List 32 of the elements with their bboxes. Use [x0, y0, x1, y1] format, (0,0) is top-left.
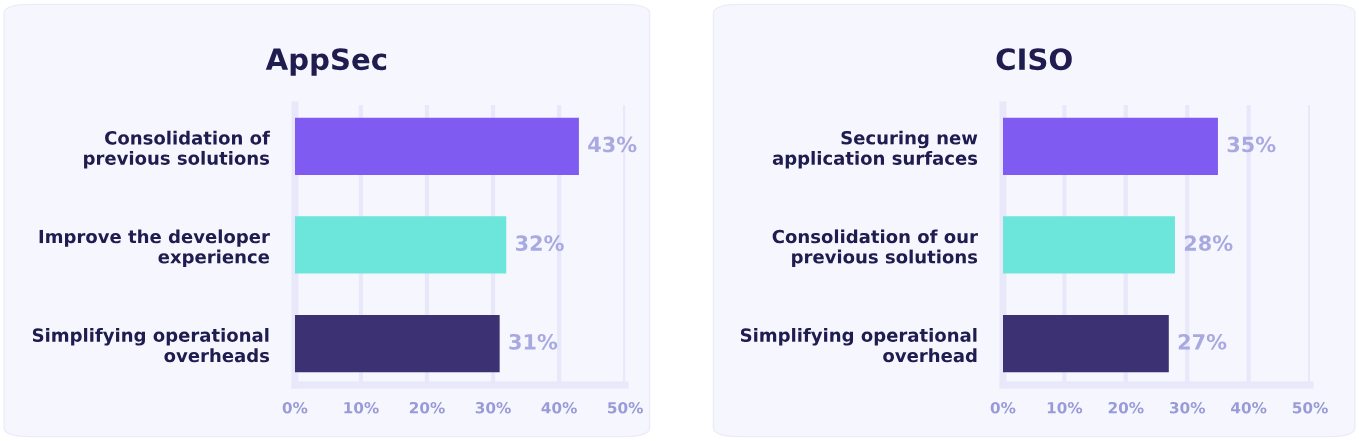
data-label: 28%	[1184, 235, 1233, 252]
y-tick-label: Consolidation of previous solutions	[84, 130, 271, 169]
bar	[294, 117, 579, 175]
y-tick-label: Securing new application surfaces	[772, 130, 978, 169]
data-label: 31%	[509, 333, 558, 350]
bar	[1002, 315, 1169, 373]
x-tick-label: 0%	[990, 401, 1016, 414]
y-tick-label: Simplifying operational overhead	[740, 327, 977, 363]
bar	[1002, 117, 1218, 175]
data-label: 35%	[1227, 136, 1276, 153]
x-tick-label: 50%	[608, 401, 643, 414]
x-tick-label: 10%	[1047, 401, 1083, 414]
bar	[1002, 216, 1175, 274]
x-tick-label: 20%	[1108, 401, 1144, 414]
x-tick-label: 0%	[282, 401, 308, 414]
x-tick-label: 10%	[344, 401, 379, 414]
y-tick-label: Improve the developer experience	[39, 229, 270, 268]
x-tick-label: 40%	[541, 401, 577, 414]
chart-title: AppSec	[265, 48, 387, 76]
bar	[294, 315, 500, 373]
x-tick-label: 20%	[409, 401, 445, 414]
y-tick-label: Consolidation of our previous solutions	[772, 229, 978, 268]
x-tick-label: 40%	[1231, 401, 1267, 414]
data-label: 32%	[515, 235, 564, 252]
bar	[294, 216, 507, 274]
chart-title: CISO	[996, 48, 1072, 71]
y-tick-label: Simplifying operational overheads	[32, 327, 270, 363]
data-label: 27%	[1178, 333, 1227, 350]
x-tick-label: 30%	[1169, 401, 1206, 414]
x-tick-label: 30%	[475, 401, 511, 414]
x-tick-label: 50%	[1292, 401, 1328, 414]
data-label: 43%	[588, 136, 637, 153]
